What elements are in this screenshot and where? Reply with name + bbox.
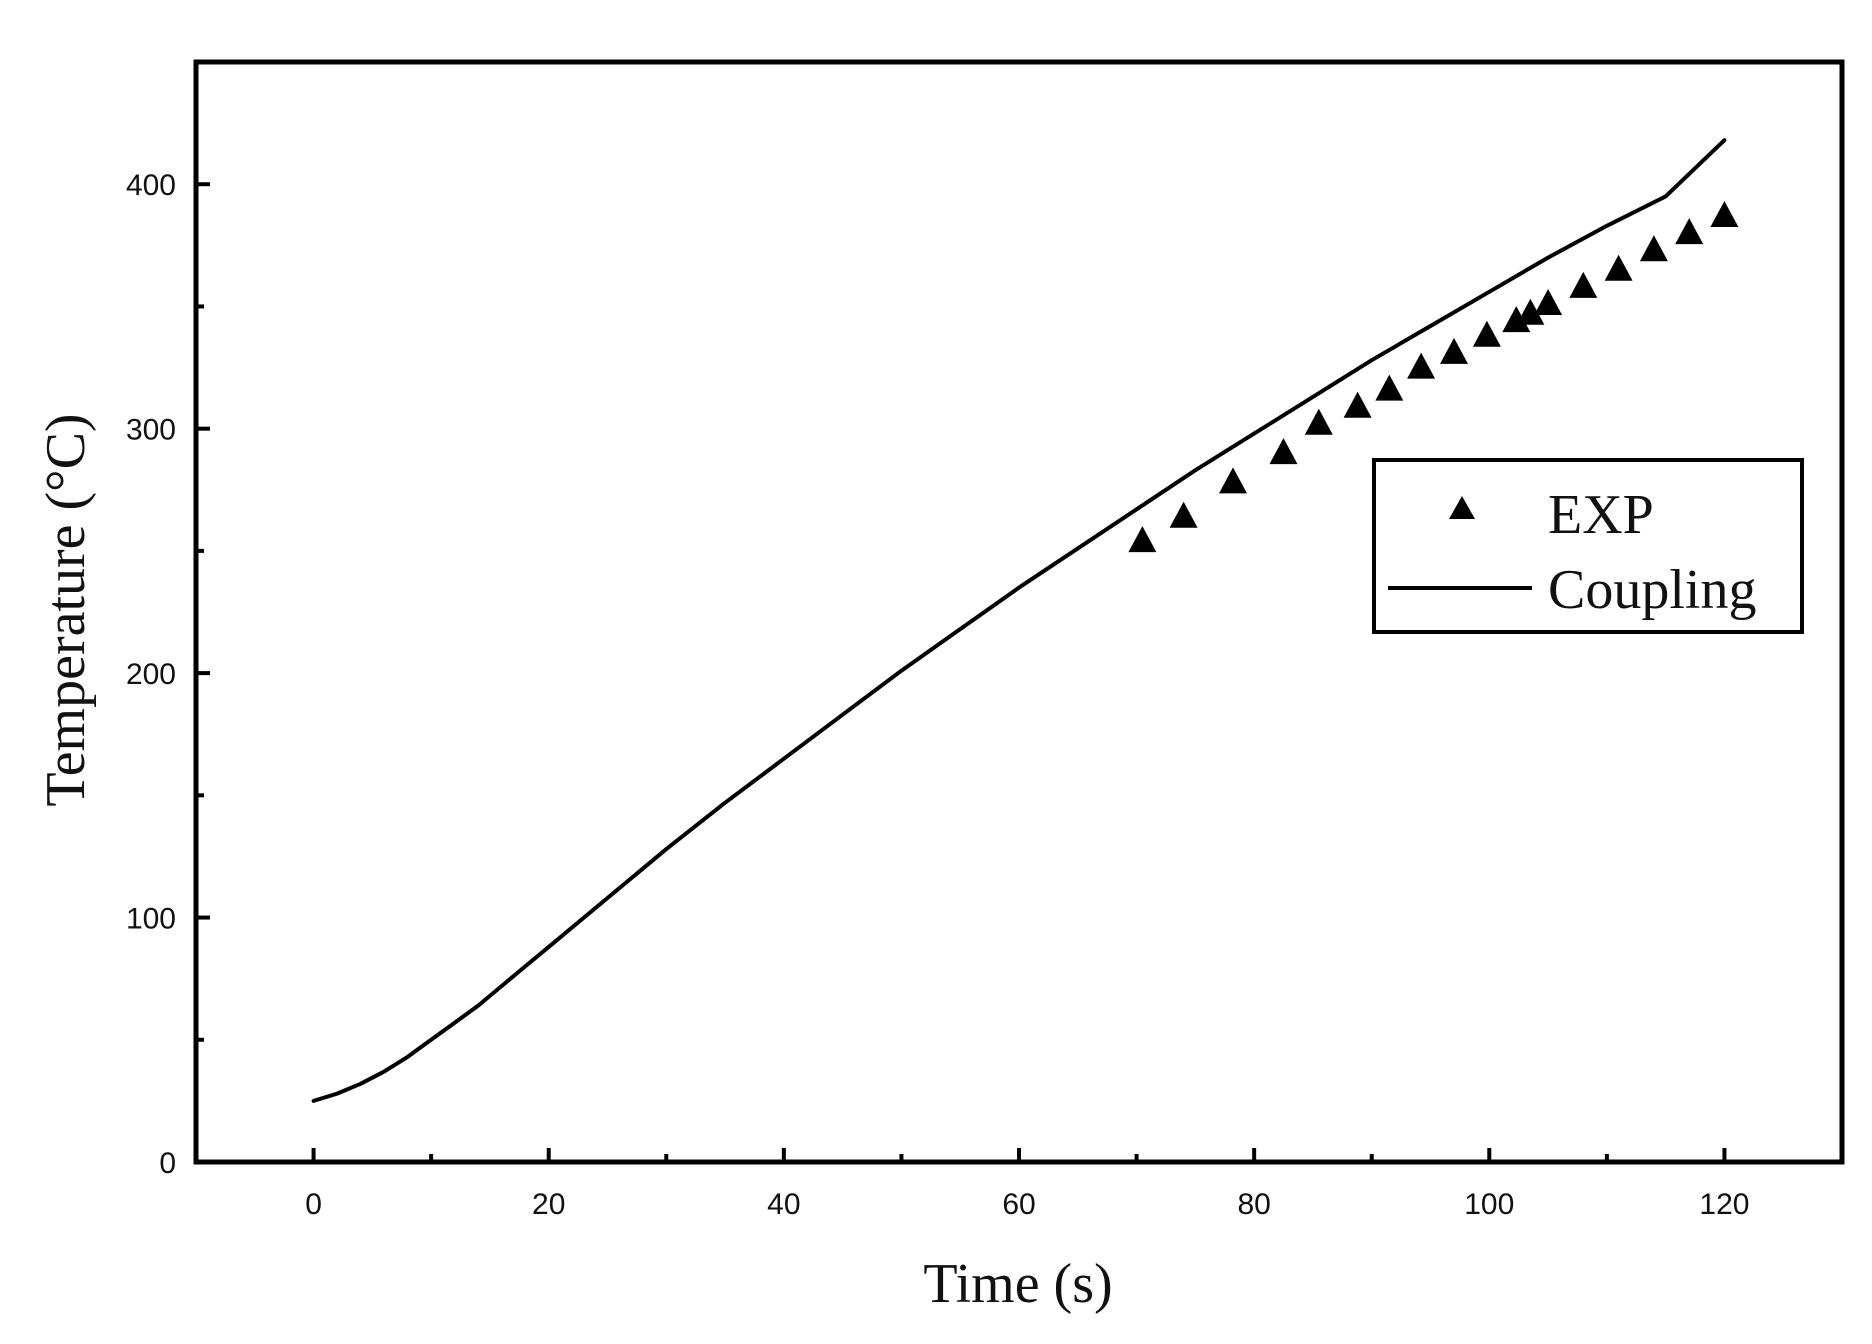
x-tick-label: 20 <box>532 1188 565 1221</box>
legend-exp-marker <box>1449 496 1475 519</box>
x-tick-label: 60 <box>1002 1188 1035 1221</box>
exp-data-point <box>1639 235 1668 262</box>
exp-data-point <box>1304 408 1333 435</box>
y-tick-label: 300 <box>126 414 176 447</box>
x-tick-label: 100 <box>1464 1188 1514 1221</box>
exp-data-point <box>1375 374 1404 401</box>
x-tick-label: 0 <box>305 1188 322 1221</box>
exp-data-point <box>1472 320 1501 347</box>
legend-box <box>1372 458 1804 634</box>
y-tick-label: 400 <box>126 169 176 202</box>
series-layer <box>311 138 1739 1103</box>
ticks-layer <box>196 182 1727 1164</box>
exp-data-point <box>1516 298 1545 325</box>
exp-data-point <box>1219 467 1247 494</box>
exp-data-point <box>1169 501 1198 528</box>
exp-data-point <box>1269 438 1298 465</box>
x-tick-label: 80 <box>1237 1188 1270 1221</box>
x-tick-label: 40 <box>767 1188 800 1221</box>
exp-data-point <box>1675 218 1704 245</box>
legend-coupling-label: Coupling <box>1548 559 1756 621</box>
y-axis-title: Temperature (°C) <box>35 413 97 806</box>
series-line-coupling <box>311 138 1727 1103</box>
legend: EXP Coupling <box>1372 458 1804 634</box>
legend-exp-label: EXP <box>1548 484 1654 546</box>
exp-data-point <box>1128 526 1157 553</box>
y-tick-label: 200 <box>126 658 176 691</box>
exp-data-point <box>1440 337 1468 364</box>
x-tick-label: 120 <box>1699 1188 1749 1221</box>
exp-data-point <box>1604 254 1633 281</box>
x-axis-title: Time (s) <box>923 1253 1112 1315</box>
exp-data-point <box>1343 391 1372 418</box>
exp-data-point <box>1502 306 1531 333</box>
exp-data-point <box>1569 271 1598 298</box>
exp-data-point <box>1407 352 1436 379</box>
exp-data-point <box>1710 201 1739 227</box>
exp-data-point <box>1534 289 1563 315</box>
labels-layer: 0 20 40 60 80 100 120 0 100 200 300 400 <box>126 169 1750 1221</box>
y-tick-label: 0 <box>159 1147 176 1180</box>
y-tick-label: 100 <box>126 903 176 936</box>
